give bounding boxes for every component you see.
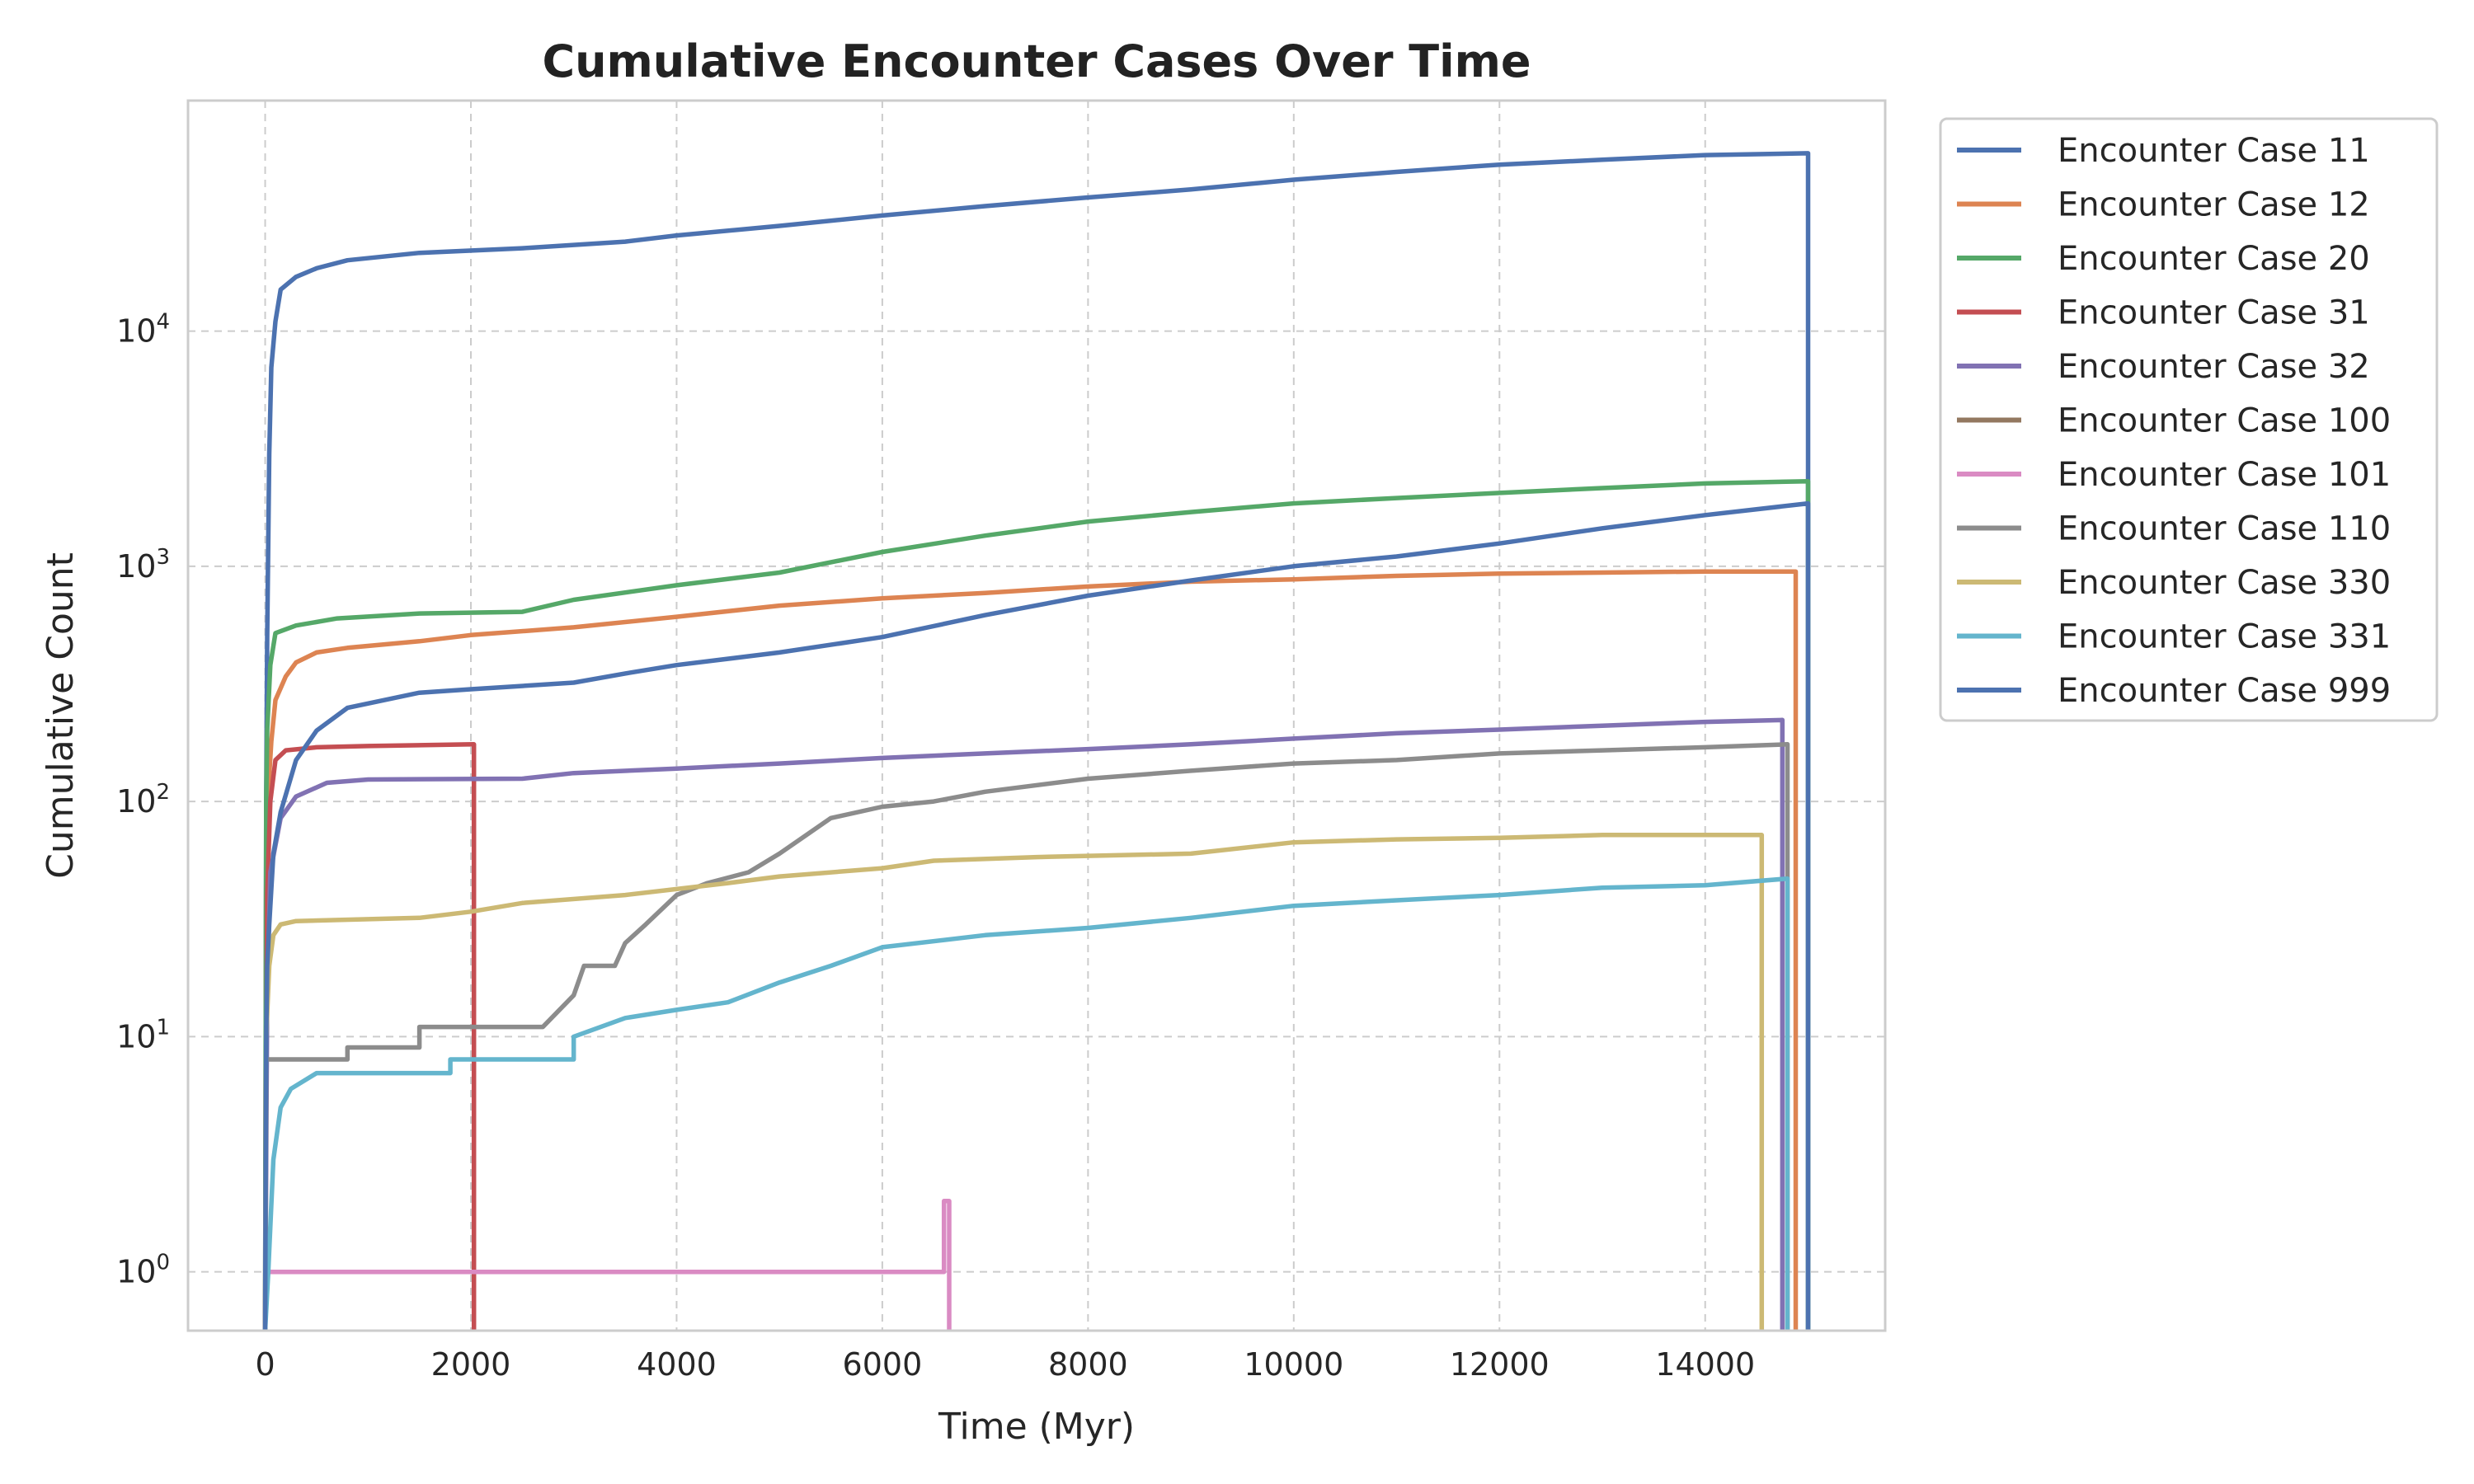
- legend-label: Encounter Case 101: [2058, 456, 2391, 494]
- y-tick-label: 104: [116, 310, 170, 350]
- legend-label: Encounter Case 20: [2058, 240, 2370, 278]
- legend-label: Encounter Case 11: [2058, 132, 2370, 170]
- x-axis-label: Time (Myr): [938, 1406, 1135, 1448]
- legend-label: Encounter Case 100: [2058, 402, 2391, 440]
- y-axis-label: Cumulative Count: [40, 552, 82, 879]
- plot-frame: [186, 99, 1887, 1332]
- x-tick-label: 10000: [1244, 1346, 1343, 1383]
- series-line-4: [262, 717, 1785, 1331]
- y-tick-label: 100: [116, 1251, 170, 1290]
- legend-frame: [1939, 117, 2439, 722]
- y-tick-label: 103: [116, 545, 170, 585]
- series-line-8: [262, 833, 1765, 1331]
- legend-label: Encounter Case 32: [2058, 348, 2370, 386]
- series-line-2: [262, 478, 1811, 1331]
- y-tick-label: 101: [116, 1015, 170, 1054]
- legend-label: Encounter Case 999: [2058, 672, 2391, 710]
- legend-label: Encounter Case 31: [2058, 294, 2370, 332]
- chart-title: Cumulative Encounter Cases Over Time: [542, 35, 1531, 87]
- grid: [188, 101, 1885, 1331]
- axis-ticks: 0 2000 4000 6000 8000 10000 12000 14000 100 101 10…: [116, 310, 1755, 1383]
- x-tick-label: 2000: [431, 1346, 511, 1383]
- series-lines: [262, 151, 1811, 1331]
- x-tick-label: 8000: [1048, 1346, 1128, 1383]
- legend-label: Encounter Case 110: [2058, 510, 2391, 548]
- x-tick-label: 0: [255, 1346, 275, 1383]
- x-tick-label: 4000: [637, 1346, 717, 1383]
- series-line-7: [262, 742, 1790, 1331]
- series-line-9: [262, 876, 1790, 1331]
- series-line-10: [262, 500, 1811, 1331]
- legend-label: Encounter Case 330: [2058, 564, 2391, 602]
- x-tick-label: 12000: [1450, 1346, 1550, 1383]
- legend-label: Encounter Case 12: [2058, 186, 2370, 224]
- legend: Encounter Case 11 Encounter Case 12 Encoun…: [1939, 117, 2439, 722]
- y-tick-label: 102: [116, 780, 170, 819]
- x-tick-label: 6000: [843, 1346, 923, 1383]
- series-line-0: [262, 151, 1811, 1331]
- legend-label: Encounter Case 331: [2058, 618, 2391, 656]
- series-line-3: [262, 742, 477, 1331]
- x-tick-label: 14000: [1655, 1346, 1755, 1383]
- series-line-1: [262, 569, 1799, 1331]
